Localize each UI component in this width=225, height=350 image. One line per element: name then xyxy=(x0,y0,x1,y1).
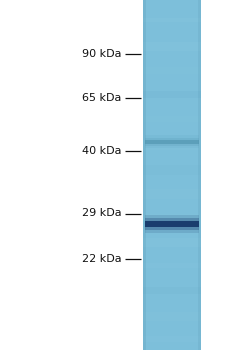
Bar xyxy=(143,116,201,122)
Bar xyxy=(143,0,146,350)
Text: 90 kDa: 90 kDa xyxy=(82,49,122,59)
Bar xyxy=(143,312,201,321)
Bar xyxy=(143,287,201,294)
Bar xyxy=(143,91,201,98)
Bar xyxy=(143,42,201,51)
Bar xyxy=(143,140,201,150)
Bar xyxy=(145,140,199,144)
Text: 65 kDa: 65 kDa xyxy=(82,93,122,103)
Bar xyxy=(145,218,199,230)
Bar xyxy=(145,138,199,146)
Text: 22 kDa: 22 kDa xyxy=(82,254,122,264)
Bar xyxy=(143,0,201,350)
Text: 40 kDa: 40 kDa xyxy=(82,146,122,155)
Bar xyxy=(143,214,201,223)
Bar xyxy=(198,0,201,350)
Bar xyxy=(143,336,201,342)
Bar xyxy=(145,215,199,233)
Bar xyxy=(143,189,201,199)
Bar xyxy=(145,221,199,227)
Bar xyxy=(145,135,199,148)
Bar xyxy=(143,66,201,74)
Bar xyxy=(143,262,201,268)
Text: 29 kDa: 29 kDa xyxy=(82,209,122,218)
Bar xyxy=(143,238,201,247)
Bar xyxy=(143,164,201,175)
Bar xyxy=(143,18,201,22)
